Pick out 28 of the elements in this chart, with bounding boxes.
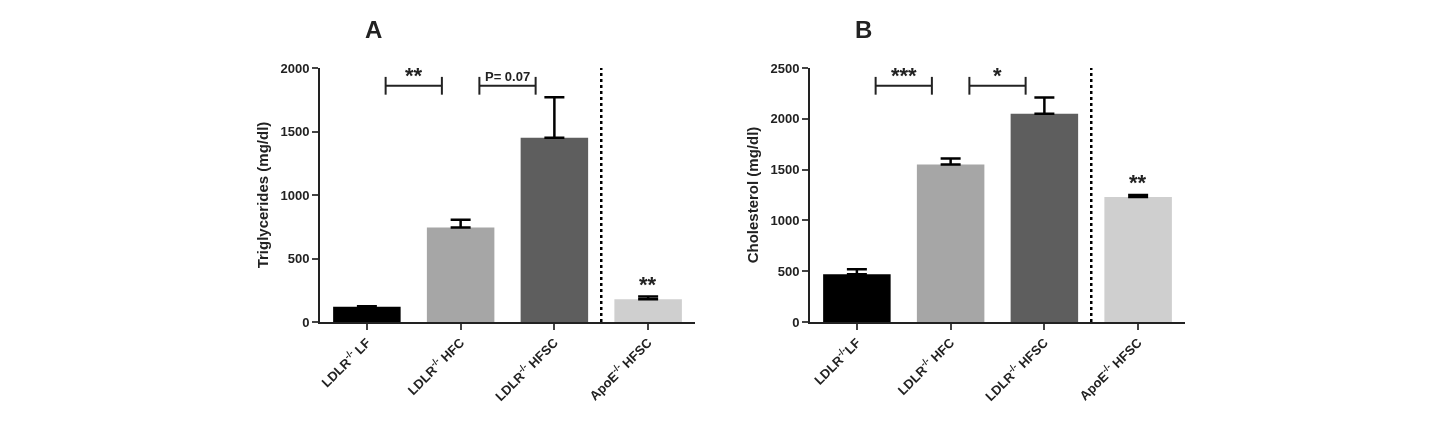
bar: [426, 227, 495, 322]
bar: [333, 306, 401, 322]
annotation: *: [993, 63, 1002, 88]
y-tick-label: 2500: [770, 60, 800, 76]
y-tick-label: 500: [287, 251, 310, 267]
y-axis-title: Triglycerides (mg/dl): [254, 121, 272, 269]
bar: [1010, 113, 1079, 322]
annotation: **: [405, 63, 423, 88]
y-tick-label: 0: [302, 314, 310, 330]
y-axis-title: Cholesterol (mg/dl): [744, 126, 762, 264]
annotation: P= 0.07: [485, 69, 531, 84]
y-tick-label: 500: [777, 263, 800, 279]
y-tick-label: 0: [792, 314, 800, 330]
bar: [614, 299, 682, 322]
chart-title: B: [855, 16, 873, 44]
y-tick-label: 1000: [770, 212, 800, 228]
bar: [1104, 197, 1172, 322]
y-tick-label: 1000: [280, 187, 310, 203]
bar: [916, 164, 985, 322]
annotation: **: [639, 272, 657, 297]
annotation: **: [1129, 170, 1147, 195]
bar: [520, 137, 589, 322]
y-tick-label: 2000: [770, 111, 800, 127]
annotation: ***: [891, 63, 918, 88]
chart-title: A: [365, 16, 383, 44]
y-tick-label: 1500: [770, 162, 800, 178]
y-tick-label: 1500: [280, 124, 310, 140]
y-tick-label: 2000: [280, 60, 310, 76]
